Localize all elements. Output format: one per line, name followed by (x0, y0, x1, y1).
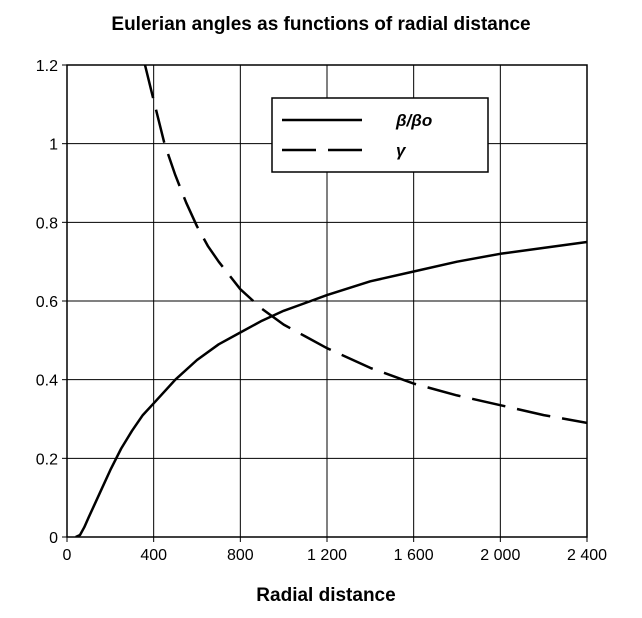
x-tick-label: 400 (140, 547, 167, 564)
legend-label-gamma: γ (396, 141, 407, 160)
x-tick-label: 2 000 (480, 547, 520, 564)
x-tick-label: 1 600 (394, 547, 434, 564)
tick-labels: 0 400 800 1 200 1 600 2 000 2 400 0 0.2 0.4 0.6 0.8… (36, 58, 607, 564)
x-tick-label: 0 (63, 547, 72, 564)
legend: β/βo γ (271, 97, 489, 173)
legend-label-beta: β/βo (395, 111, 432, 130)
series-layer (75, 65, 587, 537)
series-line-beta (75, 240, 587, 537)
y-tick-label: 0.4 (36, 373, 58, 390)
chart-title: Eulerian angles as functions of radial d… (111, 14, 530, 35)
y-tick-label: 0.6 (36, 294, 58, 311)
x-tick-label: 1 200 (307, 547, 347, 564)
y-tick-label: 1 (49, 137, 58, 154)
x-tick-label: 800 (227, 547, 254, 564)
x-axis-label: Radial distance (256, 585, 395, 606)
legend-box (271, 97, 489, 173)
series-line-gamma (143, 65, 587, 425)
y-tick-label: 1.2 (36, 58, 58, 75)
y-tick-label: 0.8 (36, 215, 58, 232)
y-tick-label: 0.2 (36, 451, 58, 468)
x-tick-label: 2 400 (567, 547, 607, 564)
y-tick-label: 0 (49, 530, 58, 547)
